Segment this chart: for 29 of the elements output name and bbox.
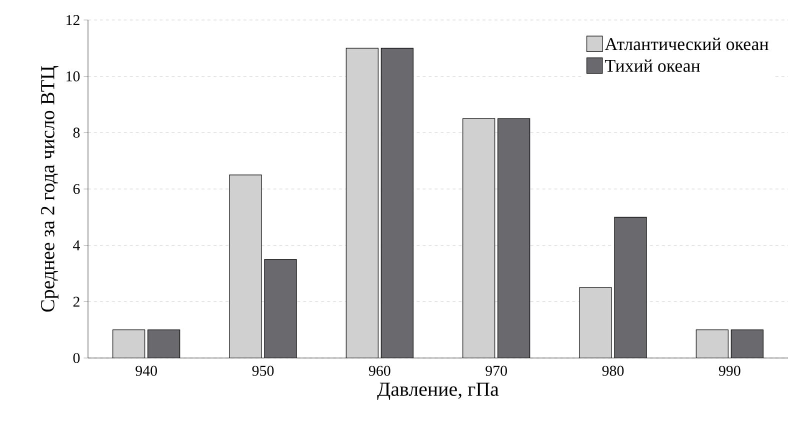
bar bbox=[580, 288, 612, 358]
legend-label: Тихий океан bbox=[605, 59, 700, 72]
x-axis-title: Давление, гПа bbox=[377, 382, 499, 400]
bar bbox=[462, 118, 495, 358]
y-tick-label: 12 bbox=[66, 15, 80, 25]
y-tick-label: 6 bbox=[73, 184, 80, 194]
bar bbox=[230, 174, 262, 358]
bar bbox=[498, 118, 530, 358]
legend-label: Атлантический океан bbox=[604, 38, 768, 50]
y-axis-title: Среднее за 2 года число ВТЦ bbox=[41, 66, 58, 312]
x-tick-label: 980 bbox=[602, 366, 624, 376]
bar bbox=[614, 217, 647, 358]
bar bbox=[112, 330, 145, 358]
bar bbox=[264, 259, 296, 358]
y-tick-label: 2 bbox=[73, 296, 80, 307]
y-tick-label: 4 bbox=[73, 240, 80, 250]
bar bbox=[148, 330, 180, 358]
bar bbox=[696, 330, 728, 358]
bar bbox=[381, 48, 414, 358]
x-tick-label: 940 bbox=[136, 366, 157, 376]
x-tick-label: 950 bbox=[252, 366, 274, 376]
x-tick-label: 960 bbox=[368, 366, 390, 376]
x-tick-label: 990 bbox=[718, 366, 740, 376]
y-tick-label: 8 bbox=[73, 128, 80, 138]
x-tick-label: 970 bbox=[486, 366, 507, 376]
bar bbox=[346, 48, 378, 358]
y-tick-label: 10 bbox=[66, 71, 80, 82]
bar bbox=[730, 330, 764, 358]
y-tick-label: 0 bbox=[73, 352, 80, 364]
